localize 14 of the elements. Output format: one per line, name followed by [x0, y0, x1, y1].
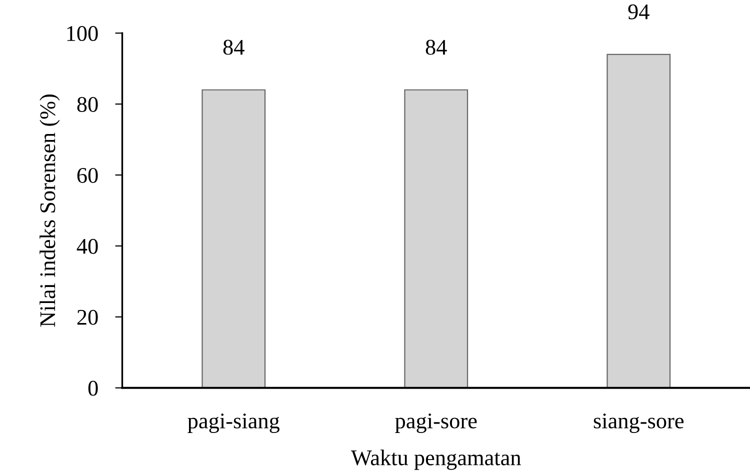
data-label: 84 [426, 40, 447, 55]
data-label: 84 [223, 40, 244, 55]
data-label: 94 [628, 4, 650, 20]
x-tick-label: pagi-sore [395, 414, 477, 434]
y-tick-label: 100 [67, 26, 98, 42]
y-tick-label: 40 [76, 238, 98, 254]
y-tick-label: 0 [88, 380, 98, 396]
y-tick-label: 80 [77, 96, 98, 112]
y-tick-label: 20 [77, 310, 98, 325]
x-tick-label: siang-sore [594, 414, 684, 434]
x-axis-title: Waktu pengamatan [350, 450, 521, 470]
y-tick-label: 60 [77, 168, 98, 183]
x-tick-label: pagi-siang [188, 414, 280, 434]
y-axis-title: Nilai indeks Sorensen (%) [40, 94, 60, 327]
